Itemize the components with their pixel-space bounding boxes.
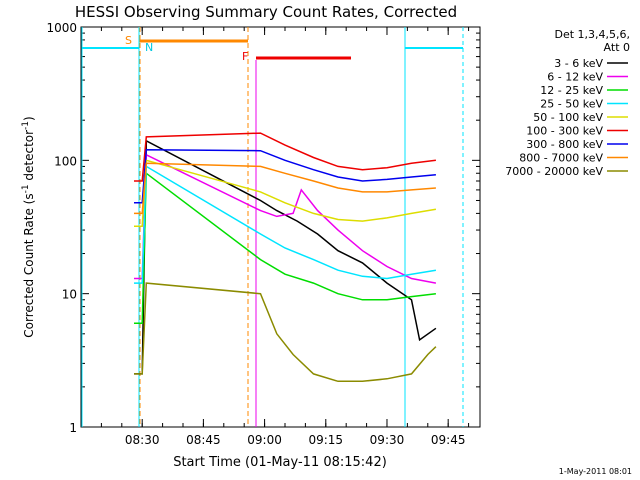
series-line [134, 139, 437, 375]
legend-header-1: Det 1,3,4,5,6, [554, 28, 630, 41]
legend-label: 3 - 6 keV [554, 57, 603, 70]
series-line [134, 282, 437, 383]
marker-label-f: F [242, 50, 248, 63]
legend-header-2: Att 0 [604, 41, 630, 54]
series-line [134, 162, 436, 215]
legend-label: 7000 - 20000 keV [505, 165, 603, 178]
legend-label: 12 - 25 keV [540, 84, 603, 97]
chart-title: HESSI Observing Summary Count Rates, Cor… [75, 3, 457, 21]
x-tick-label: 09:00 [247, 433, 282, 447]
y-axis-label: Corrected Count Rate (s-1 detector-1) [21, 116, 36, 337]
y-tick-label: 1 [69, 421, 77, 435]
legend-label: 100 - 300 keV [526, 125, 603, 138]
x-axis-label: Start Time (01-May-11 08:15:42) [173, 455, 387, 470]
marker-label-n: N [145, 41, 153, 54]
y-tick-label: 10 [62, 288, 77, 302]
y-axis: 1 10 100 1000 [46, 21, 480, 435]
legend-label: 50 - 100 keV [533, 111, 603, 124]
x-tick-label: 09:30 [370, 433, 405, 447]
x-axis: 08:30 08:45 09:00 09:15 09:30 09:45 [80, 27, 470, 447]
y-tick-label: 100 [54, 154, 77, 168]
y-tick-label: 1000 [46, 21, 77, 35]
marker-label-s: S [125, 34, 132, 47]
series-line [134, 159, 437, 228]
series-line [134, 132, 436, 182]
legend-label: 6 - 12 keV [547, 71, 603, 84]
series-line [134, 165, 437, 284]
x-tick-label: 08:45 [186, 433, 221, 447]
series-line [134, 149, 436, 204]
x-tick-label: 09:15 [308, 433, 343, 447]
x-tick-label: 09:45 [431, 433, 466, 447]
legend-label: 300 - 800 keV [526, 138, 603, 151]
x-tick-label: 08:30 [125, 433, 160, 447]
series-group [134, 132, 437, 383]
footer-date: 1-May-2011 08:01 [559, 467, 632, 476]
legend-label: 25 - 50 keV [540, 98, 603, 111]
plot-frame [80, 26, 481, 428]
legend-label: 800 - 7000 keV [519, 152, 603, 165]
